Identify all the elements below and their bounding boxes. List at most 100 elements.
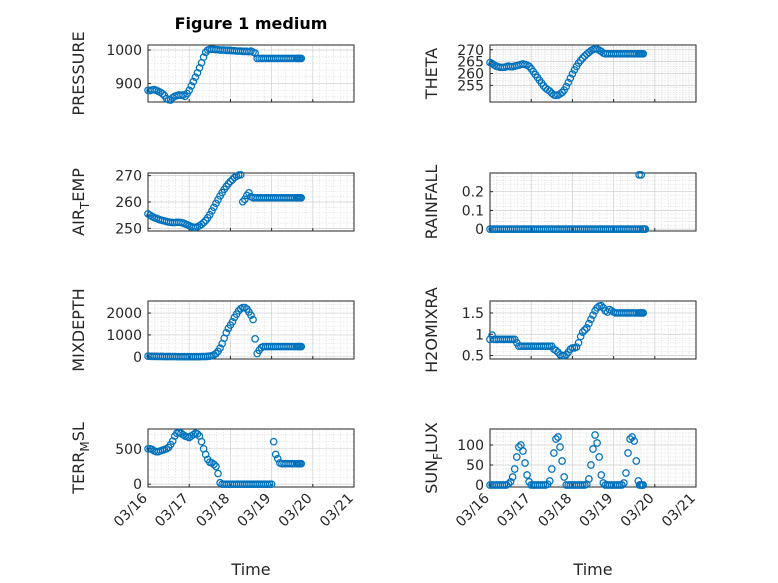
y-axis-label: AIRTEMP <box>69 168 92 236</box>
data-point <box>189 77 198 86</box>
data-point <box>273 454 282 463</box>
subplot-h2omixra: 0.5 1 1.5 H2OMIXRA <box>422 287 697 373</box>
data-point <box>271 450 280 459</box>
data-point <box>585 475 593 483</box>
data-point <box>618 481 626 489</box>
x-tick-label: 03/18 <box>535 491 575 531</box>
data-point <box>591 431 599 439</box>
y-tick-label: 260 <box>115 195 142 211</box>
data-point <box>508 473 517 481</box>
x-tick-label: 03/21 <box>317 491 357 531</box>
data-point <box>597 301 606 310</box>
data-point <box>630 437 639 445</box>
x-axis-label-right: Time <box>572 560 612 579</box>
data-point <box>519 447 527 455</box>
data-point <box>488 331 496 339</box>
y-tick-label: 0 <box>133 477 142 493</box>
data-point <box>168 437 177 445</box>
data-point <box>515 443 523 451</box>
data-point <box>267 480 276 488</box>
data-point <box>197 220 206 229</box>
y-tick-label: 100 <box>457 438 484 454</box>
data-point <box>523 471 531 479</box>
data-point <box>585 319 593 328</box>
data-point <box>580 326 589 334</box>
data-point <box>558 88 566 97</box>
y-tick-label: 0.1 <box>462 203 484 219</box>
y-axis-label: PRESSURE <box>69 31 88 115</box>
data-point <box>521 459 529 467</box>
x-tick-label: 03/17 <box>494 491 534 531</box>
y-tick-label: 1000 <box>106 43 142 59</box>
data-point <box>240 303 249 312</box>
data-point <box>512 453 521 461</box>
data-point <box>249 315 257 324</box>
data-point <box>578 54 587 62</box>
axes-frame <box>489 300 697 360</box>
data-point <box>639 49 648 58</box>
data-point <box>201 450 210 459</box>
y-tick-label: 0 <box>475 222 484 238</box>
data-point <box>626 435 634 443</box>
data-point <box>578 328 587 336</box>
data-point <box>639 309 648 317</box>
data-point <box>191 73 200 82</box>
subplot-air-temp: 250 260 270 AIRTEMP <box>69 168 355 237</box>
data-point <box>595 453 604 461</box>
data-point <box>214 195 222 204</box>
data-point <box>205 210 214 219</box>
data-point <box>628 433 636 441</box>
data-point <box>576 56 585 65</box>
data-point <box>222 328 231 337</box>
axes-frame <box>147 300 355 360</box>
data-point <box>564 78 573 87</box>
data-point <box>297 54 306 63</box>
data-point <box>572 343 581 351</box>
y-tick-label: 50 <box>466 458 484 474</box>
data-point <box>214 469 222 478</box>
data-point <box>552 435 560 443</box>
y-axis-label: THETA <box>422 48 441 100</box>
data-point <box>566 74 575 83</box>
data-point <box>597 471 606 479</box>
data-point <box>297 459 306 468</box>
data-point <box>236 171 245 179</box>
data-point <box>247 311 255 320</box>
x-tick-label: 03/18 <box>193 491 233 531</box>
y-tick-label: 270 <box>115 169 142 185</box>
x-tick-label: 03/19 <box>577 491 617 531</box>
y-tick-label: 1 <box>475 327 484 343</box>
data-point <box>187 82 196 90</box>
data-point <box>510 465 519 473</box>
data-point <box>269 437 278 446</box>
subplot-sun-flux: 0 50 100 03/16 03/17 03/18 03/19 03/20 03/21 SUNF… <box>422 422 699 530</box>
data-point <box>556 443 564 451</box>
data-point <box>199 218 208 227</box>
data-point <box>506 477 515 486</box>
data-point <box>632 457 641 465</box>
data-point <box>251 335 259 343</box>
data-point <box>210 460 218 469</box>
x-axis-label-left: Time <box>230 560 270 579</box>
y-tick-label: 0 <box>475 478 484 494</box>
y-tick-label: 0.5 <box>462 349 484 365</box>
data-point <box>238 197 247 206</box>
data-point <box>560 473 568 481</box>
data-point <box>589 311 597 319</box>
data-point <box>589 445 597 453</box>
data-point <box>545 477 554 485</box>
x-tick-label: 03/17 <box>152 491 192 531</box>
x-tick-label: 03/20 <box>618 491 658 531</box>
data-point <box>593 439 601 447</box>
axes-frame <box>147 44 355 103</box>
data-point <box>228 317 237 326</box>
data-point <box>641 225 650 233</box>
data-point <box>245 188 253 197</box>
subplot-terr-msl: 0 500 03/16 03/17 03/18 03/19 03/20 03/21 TERRMS… <box>69 422 357 530</box>
data-point <box>545 87 554 95</box>
y-tick-label: 2000 <box>106 306 142 322</box>
y-tick-label: 255 <box>457 78 484 94</box>
data-point <box>568 70 577 78</box>
